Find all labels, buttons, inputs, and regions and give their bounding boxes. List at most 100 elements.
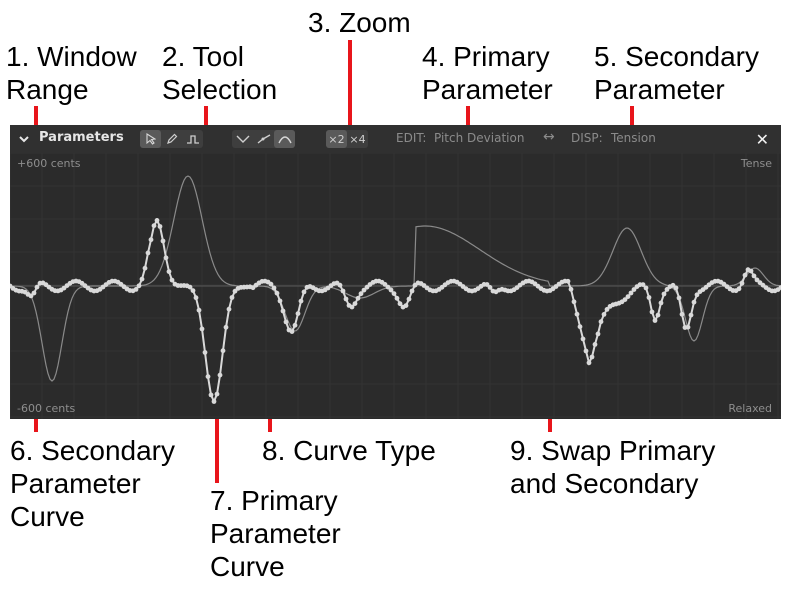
control-point[interactable]	[673, 285, 679, 291]
control-point[interactable]	[640, 282, 646, 287]
control-point[interactable]	[574, 311, 580, 317]
control-point[interactable]	[160, 238, 166, 244]
control-point[interactable]	[679, 311, 685, 317]
chevron-down-icon[interactable]	[18, 132, 30, 150]
parameter-plot-area[interactable]: +600 cents -600 cents Tense Relaxed	[10, 153, 781, 419]
control-point[interactable]	[742, 272, 748, 278]
control-point[interactable]	[565, 278, 571, 284]
control-point[interactable]	[691, 299, 697, 305]
control-point[interactable]	[568, 286, 574, 292]
control-point[interactable]	[205, 374, 211, 379]
control-point[interactable]	[394, 295, 400, 301]
control-point[interactable]	[598, 319, 604, 325]
control-point[interactable]	[604, 307, 610, 312]
control-point[interactable]	[151, 223, 157, 229]
close-icon[interactable]: ✕	[755, 130, 769, 149]
control-point[interactable]	[409, 288, 415, 294]
control-point[interactable]	[292, 322, 298, 328]
control-point[interactable]	[571, 299, 577, 305]
control-point[interactable]	[301, 289, 307, 295]
control-point[interactable]	[739, 280, 745, 286]
control-point[interactable]	[658, 300, 664, 306]
control-point[interactable]	[778, 285, 781, 290]
control-point[interactable]	[157, 224, 163, 229]
control-point[interactable]	[274, 290, 280, 296]
control-point[interactable]	[592, 342, 598, 347]
control-point[interactable]	[31, 290, 37, 296]
control-point[interactable]	[649, 309, 655, 315]
control-point[interactable]	[298, 298, 304, 304]
control-point[interactable]	[199, 326, 205, 332]
control-point[interactable]	[736, 286, 742, 292]
control-point[interactable]	[220, 348, 226, 354]
control-point[interactable]	[577, 324, 583, 330]
secondary-parameter-select[interactable]: Tension	[611, 131, 656, 145]
control-point[interactable]	[229, 295, 235, 300]
control-point[interactable]	[754, 277, 760, 283]
control-point[interactable]	[148, 237, 154, 243]
zoom-x4-button[interactable]: ×4	[349, 132, 366, 146]
secondary-parameter-curve[interactable]	[10, 175, 781, 382]
control-point[interactable]	[655, 312, 661, 318]
control-point[interactable]	[190, 288, 196, 293]
control-point[interactable]	[337, 282, 343, 288]
control-point[interactable]	[223, 324, 229, 330]
control-point[interactable]	[487, 285, 493, 290]
control-point[interactable]	[358, 291, 364, 297]
control-point[interactable]	[271, 285, 277, 291]
control-point[interactable]	[586, 360, 592, 366]
control-point[interactable]	[268, 281, 274, 287]
control-point[interactable]	[403, 303, 409, 308]
control-point[interactable]	[211, 399, 217, 404]
control-point[interactable]	[214, 391, 220, 397]
curve-sharp-button[interactable]	[232, 130, 253, 148]
control-point[interactable]	[397, 301, 403, 307]
control-point[interactable]	[226, 306, 232, 312]
control-point[interactable]	[661, 291, 667, 297]
control-point[interactable]	[748, 268, 754, 274]
control-point[interactable]	[187, 284, 193, 290]
control-point[interactable]	[601, 312, 607, 317]
control-point[interactable]	[193, 295, 199, 301]
control-point[interactable]	[217, 372, 223, 378]
pencil-tool-button[interactable]	[161, 130, 182, 148]
control-point[interactable]	[652, 318, 658, 323]
control-point[interactable]	[166, 269, 172, 274]
control-point[interactable]	[694, 292, 700, 298]
control-point[interactable]	[385, 284, 391, 290]
control-point[interactable]	[34, 284, 40, 290]
control-point[interactable]	[484, 282, 490, 287]
control-point[interactable]	[643, 285, 649, 291]
control-point[interactable]	[295, 311, 301, 316]
control-point[interactable]	[145, 250, 151, 256]
control-point[interactable]	[391, 291, 397, 296]
control-point[interactable]	[580, 336, 586, 342]
control-point[interactable]	[664, 287, 670, 292]
primary-parameter-select[interactable]: Pitch Deviation	[434, 131, 525, 145]
control-point[interactable]	[688, 312, 694, 318]
control-point[interactable]	[622, 297, 628, 302]
control-point[interactable]	[136, 283, 142, 289]
curve-linear-button[interactable]	[253, 130, 274, 148]
control-point[interactable]	[28, 293, 34, 299]
primary-parameter-curve[interactable]	[10, 218, 781, 405]
control-point[interactable]	[283, 319, 289, 325]
control-point[interactable]	[142, 265, 148, 271]
control-point[interactable]	[133, 287, 139, 292]
curve-smooth-button[interactable]	[274, 130, 295, 148]
control-point[interactable]	[289, 329, 295, 334]
zoom-x2-button[interactable]: ×2	[326, 130, 347, 148]
control-point[interactable]	[163, 255, 169, 261]
control-point[interactable]	[280, 308, 286, 314]
control-point[interactable]	[139, 276, 145, 282]
control-point[interactable]	[208, 392, 214, 398]
control-point[interactable]	[277, 298, 283, 304]
control-point[interactable]	[196, 307, 202, 313]
control-point[interactable]	[583, 348, 589, 354]
control-point[interactable]	[202, 350, 208, 355]
control-point[interactable]	[595, 331, 601, 337]
control-point[interactable]	[685, 324, 691, 330]
control-point[interactable]	[676, 295, 682, 301]
control-point[interactable]	[340, 288, 346, 294]
line-tool-button[interactable]	[182, 130, 203, 148]
